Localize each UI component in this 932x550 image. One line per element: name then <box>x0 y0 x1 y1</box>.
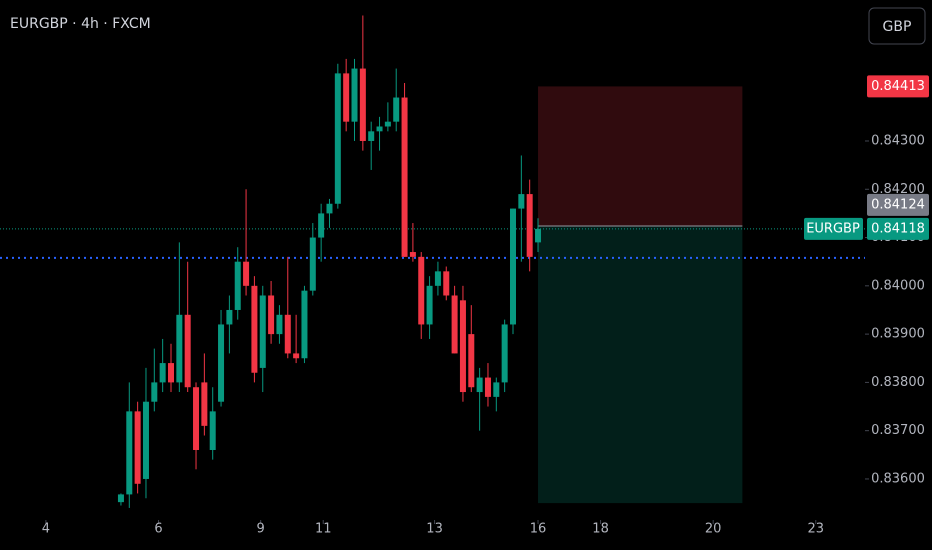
candle-body <box>259 295 266 368</box>
candle-body <box>218 324 225 402</box>
currency-button-label[interactable]: GBP <box>883 19 912 35</box>
candle-body <box>334 73 341 204</box>
candle-body <box>209 411 216 450</box>
candle-body <box>193 387 200 450</box>
candle-body <box>226 309 233 325</box>
candle-body <box>376 126 383 132</box>
candle-body <box>359 68 366 141</box>
candle-body <box>142 401 149 479</box>
candle-body <box>484 377 491 397</box>
candle-body <box>468 334 475 388</box>
candle-body <box>159 363 166 383</box>
price-label: 0.84118 <box>871 221 925 236</box>
candle-body <box>476 377 483 393</box>
y-tick-label: 0.83900 <box>871 327 925 342</box>
candle-body <box>526 194 533 257</box>
x-tick-label: 18 <box>592 522 609 537</box>
x-tick-label: 4 <box>42 522 50 537</box>
candle-body <box>418 256 425 325</box>
candle-body <box>518 194 525 209</box>
x-tick-label: 6 <box>154 522 162 537</box>
candle-body <box>459 300 466 393</box>
y-tick-label: 0.84200 <box>871 182 925 197</box>
candle-body <box>284 314 291 354</box>
price-label-box <box>867 75 929 98</box>
candle-body <box>134 411 141 484</box>
x-tick-label: 20 <box>705 522 722 537</box>
y-tick-label: 0.83600 <box>871 471 925 486</box>
candle-body <box>309 237 316 291</box>
candle-body <box>301 290 308 359</box>
x-tick-label: 11 <box>315 522 332 537</box>
candle-body <box>276 314 283 335</box>
candle-body <box>167 363 174 383</box>
currency-button[interactable] <box>868 7 926 45</box>
price-label: 0.84124 <box>871 197 925 212</box>
candle-body <box>117 494 124 503</box>
candle-body <box>201 382 208 426</box>
x-tick-label: 16 <box>530 522 547 537</box>
price-label-box <box>867 217 929 240</box>
candle-body <box>243 261 250 286</box>
y-tick-label: 0.83700 <box>871 423 925 438</box>
x-tick-label: 23 <box>808 522 825 537</box>
candle-body <box>493 382 500 397</box>
candle-body <box>234 261 241 310</box>
symbol-label: EURGBP <box>806 221 860 236</box>
y-tick-label: 0.83800 <box>871 375 925 390</box>
price-label-box <box>867 193 929 216</box>
candle-body <box>126 411 133 495</box>
candle-body <box>351 68 358 122</box>
candle-body <box>151 382 158 402</box>
candle-body <box>184 314 191 388</box>
candle-body <box>293 353 300 359</box>
candle-body <box>343 73 350 122</box>
candle-body <box>176 314 183 383</box>
candle-body <box>401 97 408 257</box>
candle-body <box>393 97 400 122</box>
candle-body <box>326 203 333 214</box>
candle-body <box>535 228 542 243</box>
x-tick-label: 13 <box>426 522 443 537</box>
candle-body <box>318 213 325 238</box>
candle-body <box>251 285 258 373</box>
target-zone <box>538 225 743 504</box>
candle-body <box>426 285 433 325</box>
candle-body <box>384 121 391 127</box>
chart-title: EURGBP · 4h · FXCM <box>10 16 151 32</box>
y-tick-label: 0.84000 <box>871 278 925 293</box>
symbol-label-box <box>804 217 863 240</box>
candle-body <box>443 271 450 296</box>
candle-body <box>451 295 458 354</box>
price-label: 0.84413 <box>871 79 925 94</box>
x-tick-label: 9 <box>257 522 265 537</box>
candle-body <box>409 252 416 257</box>
candle-body <box>501 324 508 383</box>
candle-body <box>509 208 516 325</box>
stop-zone <box>538 86 743 226</box>
y-tick-label: 0.84300 <box>871 133 925 148</box>
candle-body <box>434 271 441 286</box>
candle-body <box>268 295 275 335</box>
candle-body <box>368 131 375 141</box>
